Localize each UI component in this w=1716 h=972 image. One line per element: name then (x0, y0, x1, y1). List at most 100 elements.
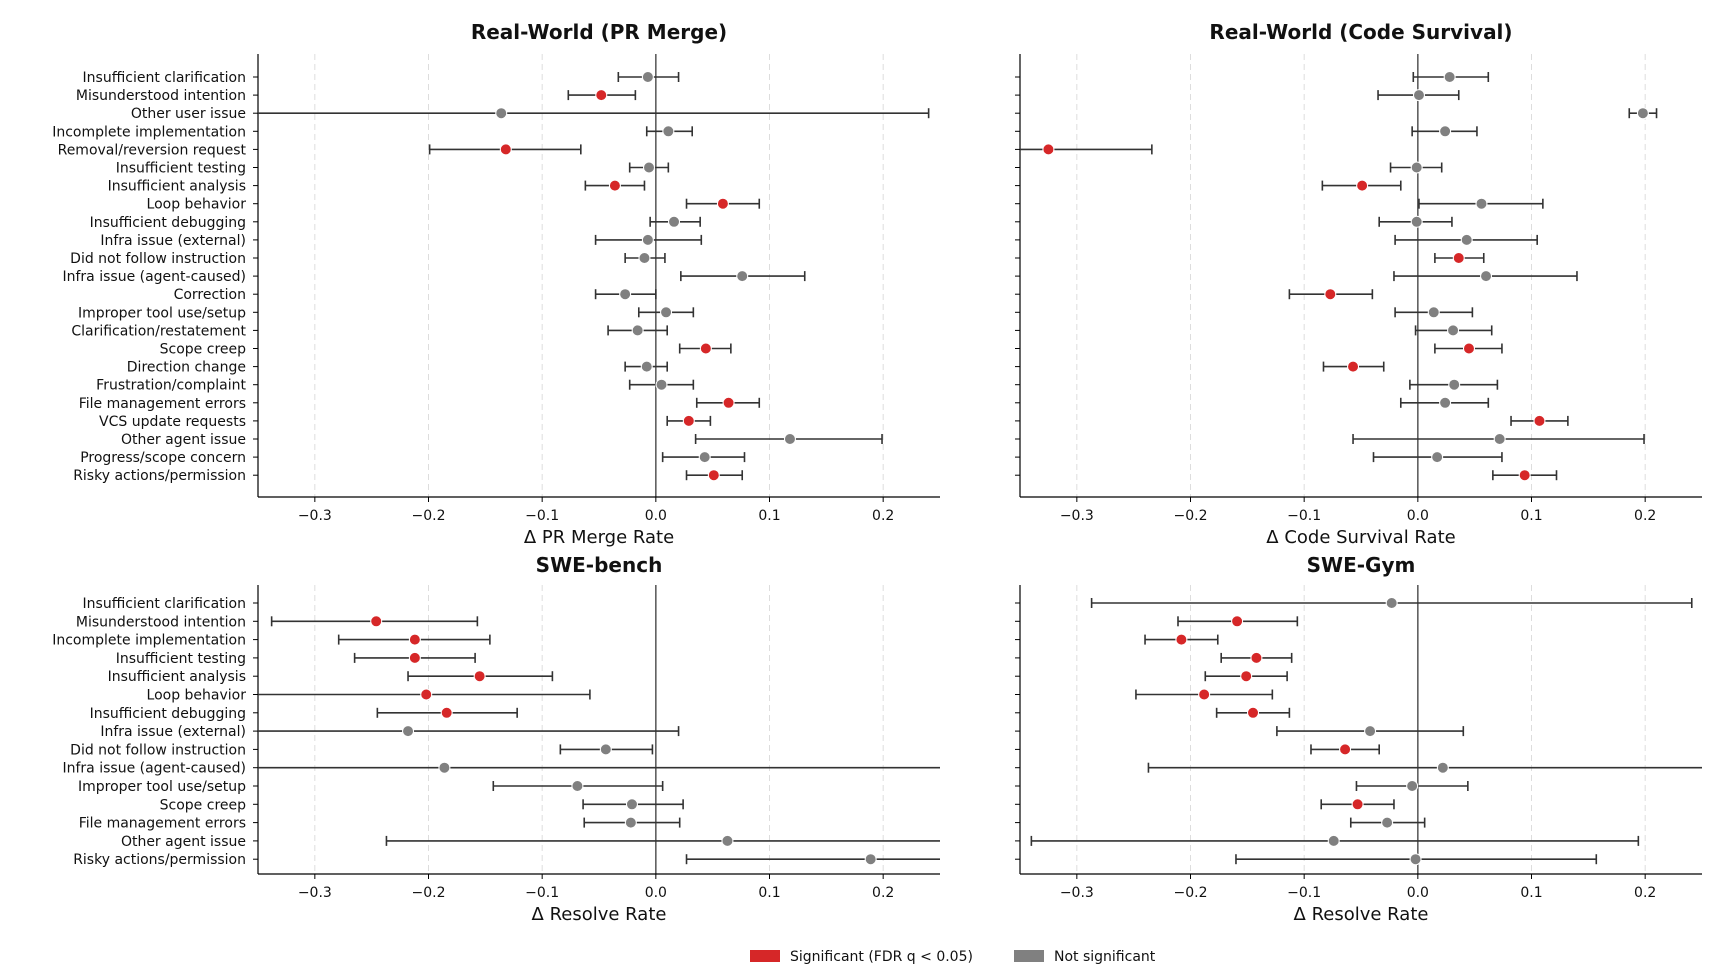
x-tick-label: −0.2 (412, 508, 446, 524)
data-point (1175, 633, 1188, 646)
data-point (1351, 798, 1364, 811)
x-tick-label: −0.1 (525, 885, 559, 901)
data-point (1247, 706, 1260, 719)
data-point (1198, 688, 1211, 701)
x-tick-label: 0.1 (1520, 508, 1542, 524)
category-label: Insufficient analysis (108, 179, 246, 195)
data-point (640, 360, 653, 373)
data-point (1356, 179, 1369, 192)
x-axis-label: Δ Resolve Rate (532, 904, 667, 925)
x-tick-label: −0.3 (1060, 508, 1094, 524)
category-label: File management errors (79, 816, 246, 832)
data-point (402, 725, 415, 738)
data-point (1240, 670, 1253, 683)
category-label: Scope creep (160, 797, 246, 813)
data-point (1493, 433, 1506, 445)
category-label: Loop behavior (147, 688, 247, 704)
data-point (707, 469, 720, 482)
data-point (1250, 651, 1263, 664)
category-label: Clarification/restatement (71, 323, 246, 339)
data-point (1410, 215, 1423, 228)
x-tick-label: −0.2 (412, 885, 446, 901)
x-tick-label: −0.1 (1287, 885, 1321, 901)
data-point (571, 780, 584, 792)
data-point (619, 288, 632, 301)
chart-title: Real-World (Code Survival) (1209, 20, 1512, 44)
legend-swatch-not-significant (1014, 950, 1044, 962)
x-tick-label: 0.2 (1634, 508, 1656, 524)
category-label: Insufficient analysis (108, 669, 246, 685)
category-label: Risky actions/permission (73, 852, 246, 868)
category-label: Misunderstood intention (76, 88, 246, 104)
data-point (1447, 324, 1460, 337)
category-label: Insufficient debugging (90, 215, 246, 231)
data-point (1436, 761, 1449, 774)
data-point (1412, 89, 1425, 102)
data-point (1347, 360, 1360, 373)
data-point (698, 451, 711, 464)
data-point (638, 252, 651, 264)
data-point (473, 670, 486, 683)
category-label: Other user issue (131, 106, 246, 122)
category-label: Insufficient clarification (83, 70, 246, 86)
data-point (682, 414, 695, 427)
x-tick-label: 0.0 (1407, 885, 1429, 901)
category-label: Insufficient debugging (90, 706, 246, 722)
data-point (1452, 252, 1465, 264)
x-tick-label: 0.0 (645, 885, 667, 901)
category-label: Scope creep (160, 342, 246, 358)
data-point (1409, 853, 1422, 866)
chart-title: Real-World (PR Merge) (471, 20, 727, 44)
data-point (1385, 597, 1398, 609)
data-point (662, 125, 675, 138)
data-point (722, 396, 735, 409)
data-point (716, 197, 729, 210)
category-label: Incomplete implementation (52, 633, 246, 649)
x-tick-label: −0.2 (1174, 885, 1208, 901)
x-tick-label: −0.3 (1060, 885, 1094, 901)
legend-label-not-significant: Not significant (1054, 949, 1156, 965)
data-point (408, 633, 421, 646)
x-axis-label: Δ Code Survival Rate (1266, 527, 1455, 548)
chart-title: SWE-bench (536, 553, 663, 577)
chart-panel-0: Real-World (PR Merge) −0.3 −0.2 −0.1 0.0 0.1 0… (52, 20, 940, 548)
x-tick-label: −0.3 (298, 885, 332, 901)
category-label: Correction (174, 287, 246, 303)
category-label: Improper tool use/setup (78, 305, 246, 321)
data-point (499, 143, 512, 156)
data-point (783, 433, 796, 445)
category-label: VCS update requests (99, 414, 246, 430)
x-tick-label: −0.1 (1287, 508, 1321, 524)
data-point (1480, 270, 1493, 283)
data-point (408, 651, 421, 664)
data-point (864, 853, 877, 866)
x-tick-label: 0.0 (645, 508, 667, 524)
data-point (668, 215, 681, 228)
plot-area-1 (1020, 71, 1658, 482)
data-point (631, 324, 644, 337)
data-point (1439, 125, 1452, 138)
x-tick-label: 0.2 (872, 508, 894, 524)
data-point (599, 743, 612, 756)
category-label: Insufficient testing (116, 161, 246, 177)
data-point (1431, 451, 1444, 464)
x-tick-label: 0.1 (758, 508, 780, 524)
category-label: Frustration/complaint (96, 378, 246, 394)
x-tick-label: 0.0 (1407, 508, 1429, 524)
data-point (420, 688, 433, 701)
data-point (655, 378, 668, 391)
data-point (495, 107, 508, 120)
data-point (1324, 288, 1337, 301)
data-point (1448, 378, 1461, 391)
x-tick-label: −0.2 (1174, 508, 1208, 524)
data-point (1533, 414, 1546, 427)
legend-swatch-significant (750, 950, 780, 962)
data-point (699, 342, 712, 355)
data-point (370, 615, 383, 628)
panels: Real-World (PR Merge) −0.3 −0.2 −0.1 0.0 0.1 0… (52, 20, 1702, 925)
data-point (1231, 615, 1244, 628)
x-axis-label: Δ Resolve Rate (1294, 904, 1429, 925)
data-point (440, 706, 453, 719)
data-point (595, 89, 608, 102)
